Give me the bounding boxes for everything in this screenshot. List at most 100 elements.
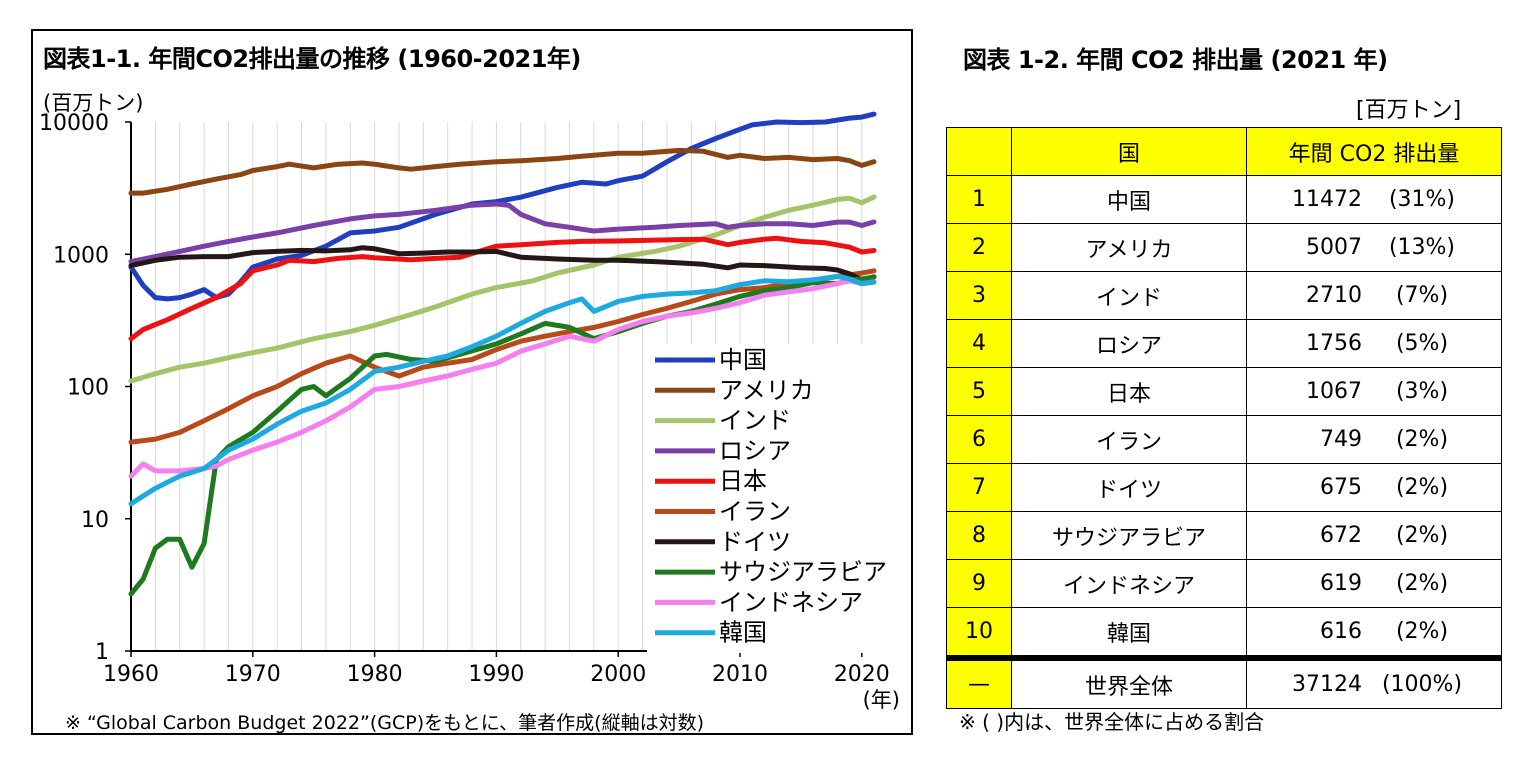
country-cell: イラン (1011, 415, 1247, 464)
legend-label: アメリカ (719, 376, 814, 404)
x-axis-unit: (年) (863, 688, 900, 712)
emission-value: 1756 (1306, 331, 1362, 356)
header-rank (946, 127, 1012, 176)
series-line-2 (128, 147, 877, 196)
emission-value: 5007 (1306, 235, 1362, 260)
value-cell: 1067 (3%) (1246, 367, 1502, 416)
line-chart: 1 10 100 1000 10000 1960 1970 1980 1990 2000 2010 2… (39, 111, 900, 712)
emission-value: 619 (1320, 571, 1362, 596)
table-body: 1 中国 11472 (31%) 2 アメリカ 5007 (13%) 3 インド 2710 (7%) 4… (946, 175, 1502, 709)
table-row: 10 韓国 616 (2%) (946, 607, 1502, 659)
emission-share: (31%) (1388, 187, 1456, 212)
emission-share: (2%) (1395, 571, 1449, 596)
legend-label: ロシア (719, 437, 791, 465)
x-tick-label: 2000 (590, 662, 646, 687)
rank-cell: 10 (946, 607, 1012, 659)
emission-value: 11472 (1292, 187, 1362, 212)
rank-cell: 2 (946, 223, 1012, 272)
country-cell: アメリカ (1011, 223, 1247, 272)
series-line-3 (128, 194, 877, 384)
y-axis-unit: (百万トン) (43, 91, 144, 115)
value-cell: 2710 (7%) (1246, 271, 1502, 320)
country-cell: ドイツ (1011, 463, 1247, 512)
rank-cell: 5 (946, 367, 1012, 416)
country-cell: インド (1011, 271, 1247, 320)
emission-value: 675 (1320, 475, 1362, 500)
table-row: 1 中国 11472 (31%) (946, 175, 1502, 224)
value-cell: 1756 (5%) (1246, 319, 1502, 368)
emission-value: 37124 (1292, 672, 1362, 697)
table-row: 3 インド 2710 (7%) (946, 271, 1502, 320)
emission-share: (2%) (1395, 619, 1449, 644)
value-cell: 675 (2%) (1246, 463, 1502, 512)
table-unit: [百万トン] (1356, 98, 1462, 123)
country-cell: 世界全体 (1011, 655, 1247, 709)
emission-share: (3%) (1395, 379, 1449, 404)
emission-value: 2710 (1306, 283, 1362, 308)
emission-share: (5%) (1395, 331, 1449, 356)
chart-source-note: ※ “Global Carbon Budget 2022”(GCP)をもとに、筆… (65, 712, 704, 734)
series-line-4 (128, 201, 877, 265)
x-tick-label: 1970 (225, 662, 281, 687)
legend-label: インド (719, 407, 791, 435)
header-country: 国 (1011, 127, 1247, 176)
emission-share: (2%) (1395, 475, 1449, 500)
x-tick-label: 1960 (103, 662, 159, 687)
emission-value: 616 (1320, 619, 1362, 644)
emission-share: (7%) (1395, 283, 1449, 308)
legend-label: 日本 (719, 467, 767, 495)
value-cell: 672 (2%) (1246, 511, 1502, 560)
rank-cell: 3 (946, 271, 1012, 320)
table-row: 7 ドイツ 675 (2%) (946, 463, 1502, 512)
emission-value: 1067 (1306, 379, 1362, 404)
rank-cell: 1 (946, 175, 1012, 224)
emission-share: (2%) (1395, 523, 1449, 548)
header-value: 年間 CO2 排出量 (1246, 127, 1502, 176)
value-cell: 619 (2%) (1246, 559, 1502, 608)
value-cell: 749 (2%) (1246, 415, 1502, 464)
rank-cell: 8 (946, 511, 1012, 560)
y-tick-label: 1000 (53, 243, 109, 268)
value-cell: 11472 (31%) (1246, 175, 1502, 224)
country-cell: 日本 (1011, 367, 1247, 416)
emission-value: 749 (1320, 427, 1362, 452)
x-tick-label: 2020 (834, 662, 890, 687)
legend-label: サウジアラビア (719, 558, 887, 586)
legend-label: 韓国 (719, 619, 767, 647)
series-line-5 (128, 235, 877, 342)
series-line-10 (128, 273, 877, 507)
value-cell: 37124 (100%) (1246, 655, 1502, 709)
series-line-9 (128, 278, 877, 479)
legend-label: インドネシア (719, 588, 863, 616)
table-row: 9 インドネシア 619 (2%) (946, 559, 1502, 608)
x-tick-label: 2010 (712, 662, 768, 687)
rank-cell: 4 (946, 319, 1012, 368)
y-tick-label: 100 (67, 376, 109, 401)
country-cell: 中国 (1011, 175, 1247, 224)
chart-title: 図表1-1. 年間CO2排出量の推移 (1960-2021年) (43, 45, 581, 73)
country-cell: インドネシア (1011, 559, 1247, 608)
emissions-table: 国 年間 CO2 排出量 1 中国 11472 (31%) 2 アメリカ 5007 (13%)… (946, 127, 1502, 709)
series-line-7 (128, 245, 877, 283)
x-tick-label: 1980 (347, 662, 403, 687)
table-row: 5 日本 1067 (3%) (946, 367, 1502, 416)
y-tick-label: 10000 (39, 111, 109, 136)
table-row: 8 サウジアラビア 672 (2%) (946, 511, 1502, 560)
table-total-row: — 世界全体 37124 (100%) (946, 655, 1502, 709)
country-cell: 韓国 (1011, 607, 1247, 659)
table-title: 図表 1-2. 年間 CO2 排出量 (2021 年) (963, 46, 1388, 74)
country-cell: ロシア (1011, 319, 1247, 368)
rank-cell: 9 (946, 559, 1012, 608)
series-line-6 (128, 268, 877, 445)
table-header-row: 国 年間 CO2 排出量 (946, 127, 1502, 176)
legend-label: 中国 (719, 346, 767, 374)
rank-cell: 6 (946, 415, 1012, 464)
country-cell: サウジアラビア (1011, 511, 1247, 560)
table-row: 6 イラン 749 (2%) (946, 415, 1502, 464)
rank-cell: 7 (946, 463, 1012, 512)
table-note: ※ ( )内は、世界全体に占める割合 (959, 710, 1265, 734)
value-cell: 5007 (13%) (1246, 223, 1502, 272)
emission-share: (13%) (1388, 235, 1456, 260)
legend-label: イラン (719, 498, 791, 526)
chart-panel: 図表1-1. 年間CO2排出量の推移 (1960-2021年) (百万トン) 1… (31, 29, 913, 735)
